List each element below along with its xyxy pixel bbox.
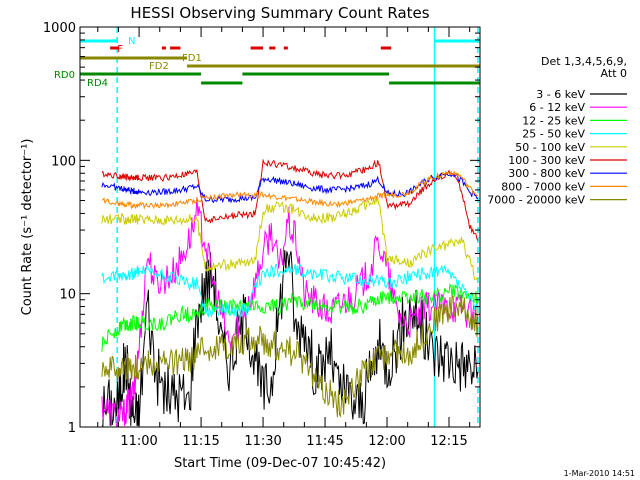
legend-entry-label-6: 300 - 800 keV [508, 167, 585, 180]
series-line-2 [101, 282, 479, 352]
y-tick-label-0: 1 [68, 421, 76, 436]
flag-fd1-label: FD1 [182, 53, 202, 64]
legend-entry-label-5: 100 - 300 keV [508, 154, 585, 167]
legend-header-0: Det 1,3,4,5,6,9, [541, 55, 627, 68]
y-tick-label-3: 1000 [43, 21, 76, 36]
series-line-5 [101, 158, 479, 241]
legend-entry-label-8: 7000 - 20000 keV [487, 194, 585, 207]
plot-frame [79, 26, 481, 428]
y-axis: 1 10 100 1000 [43, 21, 480, 436]
legend-entry-label-0: 3 - 6 keV [536, 88, 585, 101]
x-tick-label-1: 11:15 [182, 434, 219, 449]
flag-fd2-label: FD2 [149, 61, 169, 72]
series-line-8 [101, 294, 479, 418]
flag-f-label: F [117, 44, 123, 55]
y-axis-label: Count Rate (s⁻¹ detector⁻¹) [20, 139, 35, 316]
flag-rd4-label: RD4 [87, 78, 108, 89]
legend-entry-label-4: 50 - 100 keV [515, 141, 585, 154]
x-tick-label-0: 11:00 [120, 434, 157, 449]
legend-entry-label-2: 12 - 25 keV [522, 114, 585, 127]
y-tick-label-1: 10 [59, 288, 76, 303]
series-line-3 [101, 263, 479, 319]
y-tick-label-2: 100 [51, 154, 76, 169]
x-tick-label-2: 11:30 [244, 434, 281, 449]
legend-header-1: Att 0 [601, 67, 627, 80]
legend-entry-label-3: 25 - 50 keV [522, 128, 585, 141]
series-line-7 [101, 170, 479, 210]
x-axis: 11:00 11:15 11:30 11:45 12:00 12:15 [97, 27, 471, 449]
plot-area [80, 27, 480, 427]
legend-entry-label-7: 800 - 7000 keV [501, 180, 585, 193]
chart-title: HESSI Observing Summary Count Rates [130, 4, 429, 22]
series-line-6 [101, 170, 478, 204]
legend-entry-label-1: 6 - 12 keV [529, 101, 585, 114]
flag-n-label: N [128, 36, 135, 47]
x-tick-label-4: 12:00 [368, 434, 405, 449]
x-tick-label-5: 12:15 [430, 434, 467, 449]
series-line-0 [101, 249, 479, 427]
series-line-4 [101, 197, 479, 284]
flag-rd0-label: RD0 [54, 70, 75, 81]
footer-timestamp: 1-Mar-2010 14:51 [564, 469, 635, 478]
x-axis-label: Start Time (09-Dec-07 10:45:42) [174, 456, 386, 471]
x-tick-label-3: 11:45 [306, 434, 343, 449]
series-line-1 [101, 197, 479, 427]
